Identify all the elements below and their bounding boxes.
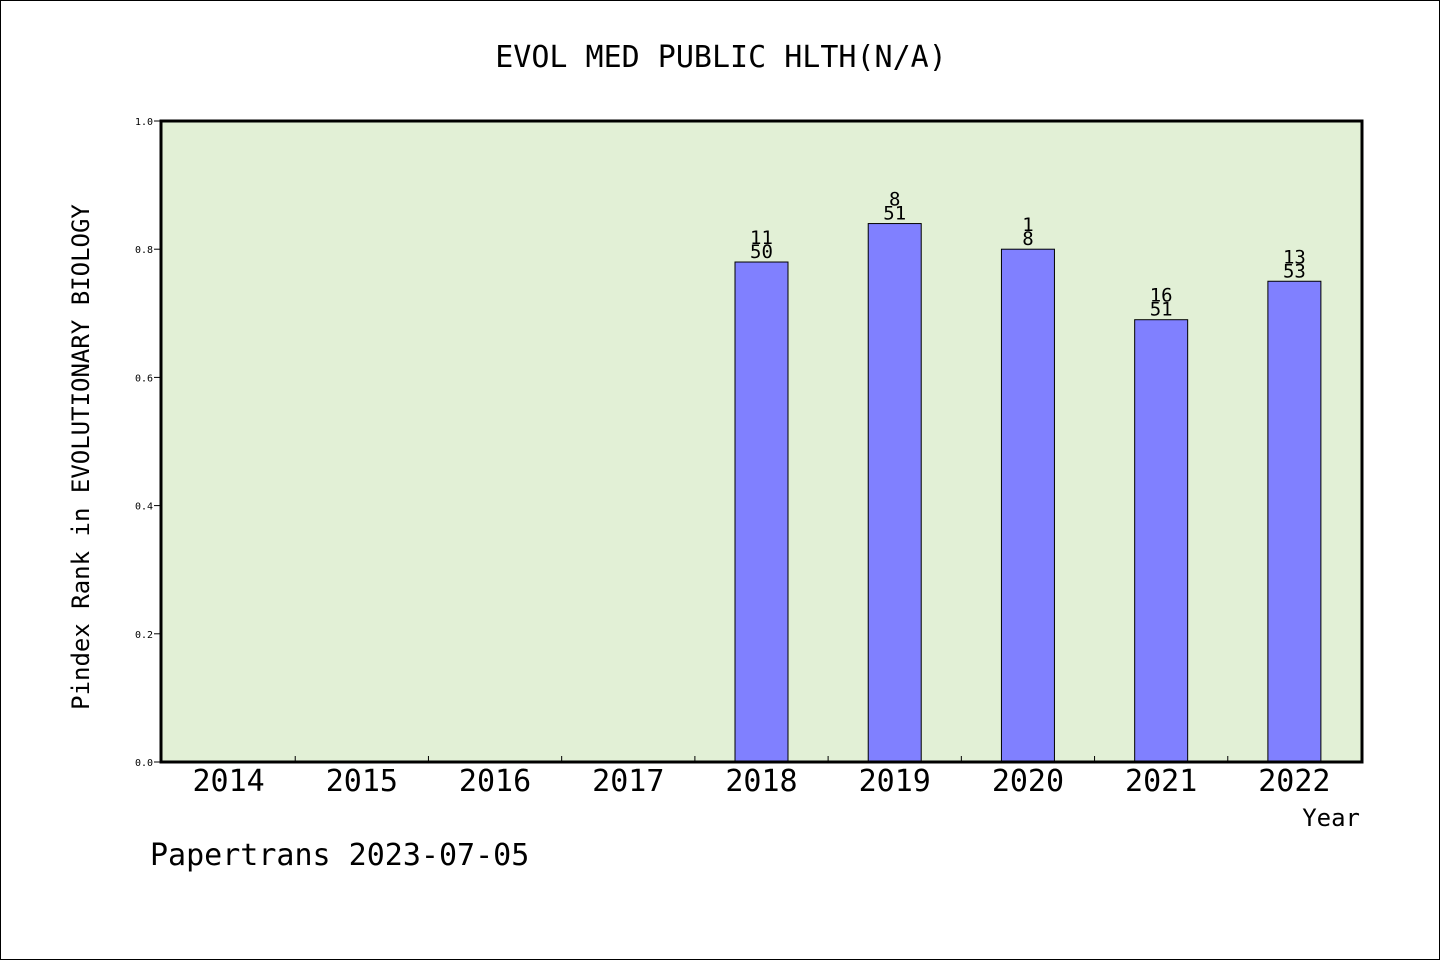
bars-layer	[734, 223, 1322, 763]
chart-title: EVOL MED PUBLIC HLTH(N/A)	[495, 40, 947, 75]
bar-2020	[1000, 248, 1055, 763]
x-tick-label: 2018	[725, 764, 797, 799]
y-axis-ticks: 0.0 0.2 0.4 0.6 0.8 1.0	[135, 117, 161, 769]
bar-rank-label: 8	[889, 189, 900, 211]
bar-rank-label: 13	[1283, 246, 1306, 268]
x-tick-label: 2017	[592, 764, 664, 799]
bar-rank-label: 11	[750, 227, 773, 249]
x-tick-label: 2019	[859, 764, 931, 799]
y-tick-label: 0.0	[135, 758, 153, 769]
footer-credit: Papertrans 2023-07-05	[150, 838, 529, 873]
y-tick-label: 0.8	[135, 245, 153, 256]
y-tick-label: 0.6	[135, 373, 153, 384]
bar-total-label: 51	[883, 203, 906, 225]
bar-total-label: 50	[750, 241, 773, 263]
bar-total-label: 8	[1022, 228, 1033, 250]
x-tick-label: 2022	[1258, 764, 1330, 799]
bar-2021	[1134, 319, 1189, 763]
bar-2018	[734, 261, 789, 763]
bar-rank-label: 1	[1022, 214, 1033, 236]
x-axis-label: Year	[1302, 804, 1360, 832]
x-tick-label: 2016	[459, 764, 531, 799]
bar-total-label: 53	[1283, 260, 1306, 282]
bar-rank-label: 16	[1150, 285, 1173, 307]
y-tick-label: 0.2	[135, 630, 153, 641]
y-axis-label: Pindex Rank in EVOLUTIONARY BIOLOGY	[67, 204, 95, 710]
x-tick-label: 2020	[992, 764, 1064, 799]
x-axis-ticks: 2014 2015 2016 2017 2018 2019 2020 2021 2022	[192, 756, 1331, 799]
bar-2019	[867, 223, 922, 763]
plot-frame	[159, 119, 1364, 764]
x-tick-label: 2014	[192, 764, 264, 799]
y-tick-label: 1.0	[135, 117, 153, 128]
x-tick-label: 2015	[326, 764, 398, 799]
x-tick-label: 2021	[1125, 764, 1197, 799]
bar-total-label: 51	[1150, 299, 1173, 321]
y-tick-label: 0.4	[135, 502, 153, 513]
bar-2022	[1267, 280, 1322, 763]
